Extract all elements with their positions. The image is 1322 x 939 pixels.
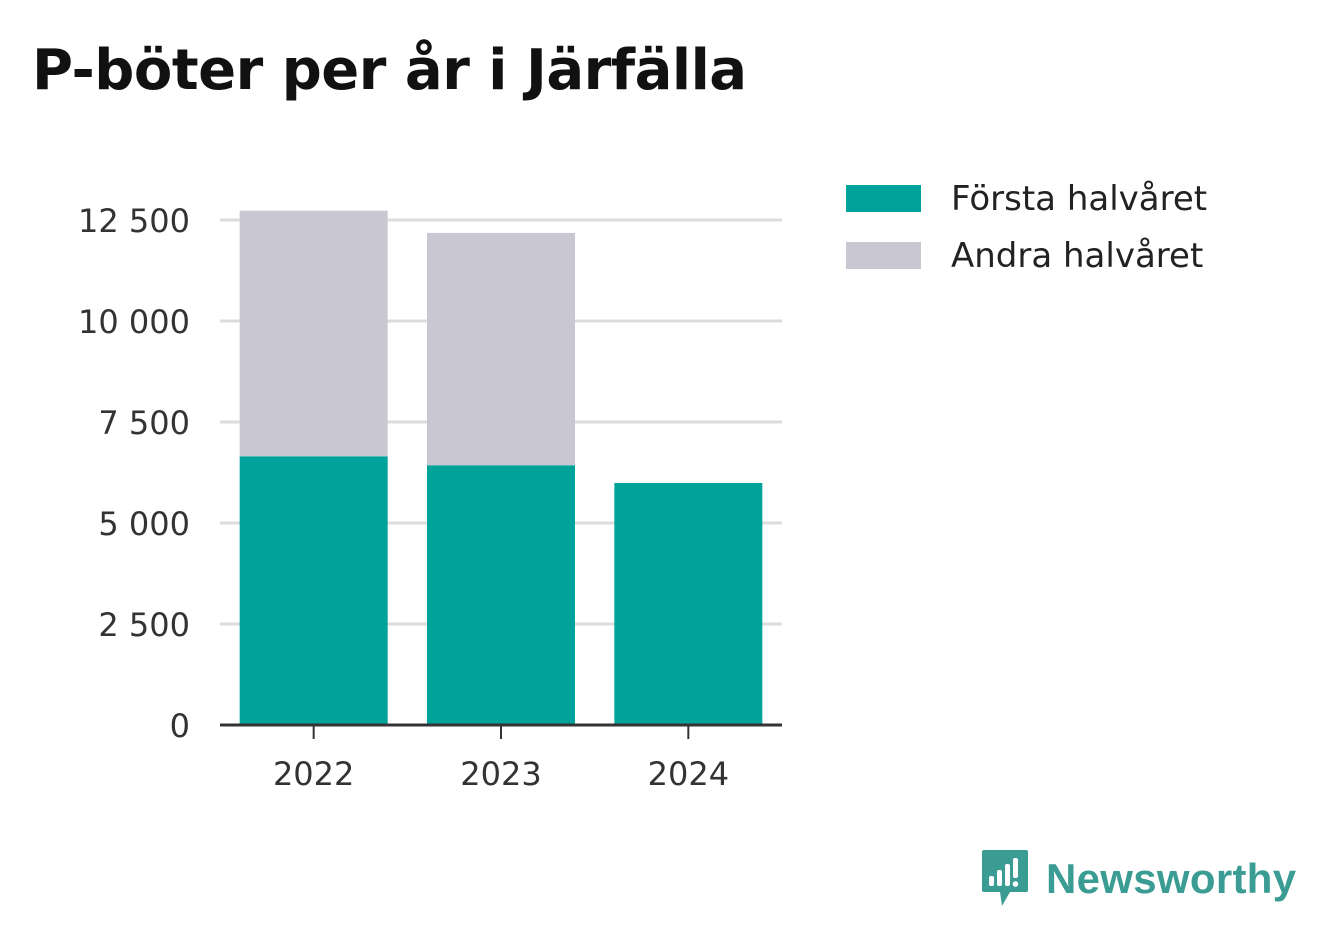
legend-item-first-half: Första halvåret [846,170,1207,227]
x-tick-label: 2024 [648,755,729,793]
bar-2022-first-half [239,456,388,725]
newsworthy-logo-text: Newsworthy [1046,855,1297,902]
newsworthy-logo: Newsworthy [980,848,1296,910]
bar-2023-first-half [427,465,575,725]
x-tick-label: 2023 [460,755,541,793]
y-tick-label: 12 500 [78,202,190,240]
legend-label-second-half: Andra halvåret [951,235,1204,276]
y-tick-label: 10 000 [78,303,190,341]
x-axis-ticks: 2022 2023 2024 [273,725,729,793]
legend-swatch-second-half [846,242,921,269]
legend-item-second-half: Andra halvåret [846,227,1207,284]
newsworthy-logo-icon [982,850,1028,906]
legend: Första halvåret Andra halvåret [846,170,1207,284]
bar-2022-second-half [239,210,388,457]
x-tick-label: 2022 [273,755,354,793]
bar-2024-first-half [614,483,763,725]
legend-label-first-half: Första halvåret [951,178,1208,219]
y-axis-ticks: 0 2 500 5 000 7 500 10 000 12 500 [78,202,190,745]
chart-title: P-böter per år i Järfälla [32,38,747,103]
y-tick-label: 2 500 [98,606,190,644]
y-tick-label: 0 [170,707,190,745]
bar-2023-second-half [427,232,575,466]
y-tick-label: 5 000 [98,505,190,543]
bars [239,210,763,725]
y-tick-label: 7 500 [98,404,190,442]
legend-swatch-first-half [846,185,921,212]
